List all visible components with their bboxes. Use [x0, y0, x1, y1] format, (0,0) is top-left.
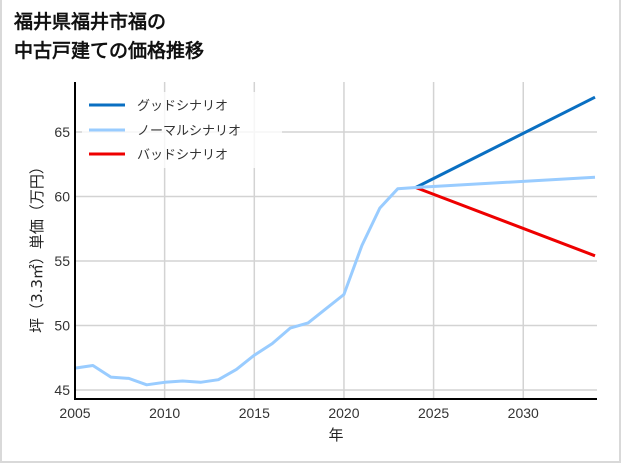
y-tick-label: 65: [54, 124, 70, 140]
good-scenario-line: [415, 95, 596, 189]
x-tick-labels: 2005 2010 2015 2020 2025 2030: [59, 405, 539, 421]
y-axis-label: 坪（3.3㎡）単価（万円）: [28, 159, 46, 333]
y-tick-label: 45: [54, 382, 70, 398]
normal-scenario-line: [74, 175, 596, 387]
x-tick-label: 2005: [59, 405, 90, 421]
bad-scenario-line: [415, 186, 596, 258]
y-tick-label: 55: [54, 253, 70, 269]
chart-title: 福井県福井市福の 中古戸建ての価格推移: [14, 8, 204, 66]
chart-title-line2: 中古戸建ての価格推移: [14, 40, 205, 62]
x-tick-label: 2030: [508, 405, 539, 421]
axes: [74, 82, 597, 400]
x-tick-label: 2010: [149, 405, 180, 421]
legend-label-bad: バッドシナリオ: [137, 148, 228, 163]
x-axis-label: 年: [328, 426, 343, 444]
legend: グッドシナリオ ノーマルシナリオ バッドシナリオ: [82, 92, 282, 168]
legend-label-good: グッドシナリオ: [137, 99, 228, 114]
x-tick-label: 2025: [418, 405, 449, 421]
x-tick-label: 2020: [328, 405, 359, 421]
y-tick-labels: 45 50 55 60 65: [54, 124, 70, 398]
data-lines: [74, 95, 596, 387]
y-tick-label: 60: [54, 189, 70, 205]
chart-title-line1: 福井県福井市福の: [14, 11, 167, 33]
legend-label-normal: ノーマルシナリオ: [137, 124, 241, 139]
x-tick-label: 2015: [239, 405, 270, 421]
y-tick-label: 50: [54, 318, 70, 334]
